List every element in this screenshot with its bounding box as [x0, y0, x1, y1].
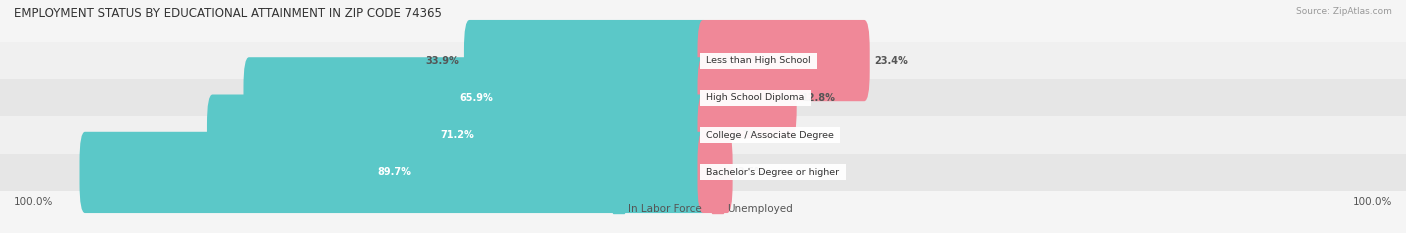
- Bar: [0, 42, 1406, 79]
- FancyBboxPatch shape: [697, 95, 727, 176]
- Text: 65.9%: 65.9%: [460, 93, 494, 103]
- Text: High School Diploma: High School Diploma: [703, 93, 807, 102]
- Text: 100.0%: 100.0%: [14, 197, 53, 207]
- Legend: In Labor Force, Unemployed: In Labor Force, Unemployed: [609, 200, 797, 219]
- Text: 100.0%: 100.0%: [1353, 197, 1392, 207]
- Text: 89.7%: 89.7%: [377, 168, 411, 177]
- FancyBboxPatch shape: [697, 132, 733, 213]
- FancyBboxPatch shape: [207, 95, 709, 176]
- Text: 12.8%: 12.8%: [801, 93, 835, 103]
- Text: Bachelor's Degree or higher: Bachelor's Degree or higher: [703, 168, 842, 177]
- FancyBboxPatch shape: [464, 20, 709, 101]
- FancyBboxPatch shape: [697, 20, 870, 101]
- FancyBboxPatch shape: [80, 132, 709, 213]
- Bar: [0, 79, 1406, 116]
- Text: 3.5%: 3.5%: [738, 168, 765, 177]
- Bar: [0, 154, 1406, 191]
- Text: 33.9%: 33.9%: [426, 56, 460, 65]
- Text: College / Associate Degree: College / Associate Degree: [703, 131, 837, 140]
- Text: Source: ZipAtlas.com: Source: ZipAtlas.com: [1296, 7, 1392, 16]
- FancyBboxPatch shape: [697, 57, 797, 138]
- Bar: [0, 116, 1406, 154]
- Text: 2.7%: 2.7%: [733, 130, 759, 140]
- Text: EMPLOYMENT STATUS BY EDUCATIONAL ATTAINMENT IN ZIP CODE 74365: EMPLOYMENT STATUS BY EDUCATIONAL ATTAINM…: [14, 7, 441, 20]
- Text: Less than High School: Less than High School: [703, 56, 814, 65]
- FancyBboxPatch shape: [243, 57, 709, 138]
- Text: 23.4%: 23.4%: [875, 56, 908, 65]
- Text: 71.2%: 71.2%: [441, 130, 475, 140]
